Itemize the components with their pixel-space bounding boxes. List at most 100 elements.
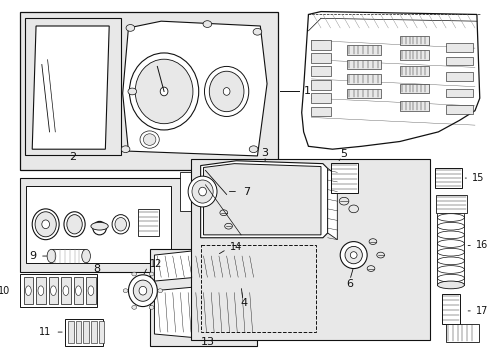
Ellipse shape xyxy=(340,242,366,269)
Ellipse shape xyxy=(64,212,85,237)
Ellipse shape xyxy=(209,71,244,112)
Ellipse shape xyxy=(121,146,130,153)
Ellipse shape xyxy=(67,215,82,234)
Ellipse shape xyxy=(143,134,156,145)
Bar xyxy=(346,74,380,84)
Ellipse shape xyxy=(50,286,56,296)
Polygon shape xyxy=(154,249,253,282)
Ellipse shape xyxy=(349,252,356,258)
Ellipse shape xyxy=(91,222,108,230)
Bar xyxy=(311,53,330,63)
Ellipse shape xyxy=(437,231,464,239)
Bar xyxy=(346,45,380,55)
Ellipse shape xyxy=(437,266,464,273)
Bar xyxy=(330,163,357,193)
Text: 10: 10 xyxy=(0,286,10,296)
Ellipse shape xyxy=(81,249,90,263)
Ellipse shape xyxy=(149,305,154,309)
Bar xyxy=(311,93,330,103)
Bar xyxy=(399,36,428,45)
Ellipse shape xyxy=(223,87,229,95)
Text: 17: 17 xyxy=(475,306,488,316)
Bar xyxy=(399,84,428,93)
Ellipse shape xyxy=(35,212,56,237)
Text: 11: 11 xyxy=(39,327,51,337)
Ellipse shape xyxy=(376,252,384,258)
Bar xyxy=(73,277,83,304)
Text: 8: 8 xyxy=(93,264,100,274)
Ellipse shape xyxy=(32,209,59,240)
Ellipse shape xyxy=(160,87,167,96)
Text: 4: 4 xyxy=(240,298,247,308)
Ellipse shape xyxy=(188,176,217,207)
Ellipse shape xyxy=(224,223,232,229)
Text: 7: 7 xyxy=(243,186,249,197)
Text: 16: 16 xyxy=(475,240,487,251)
Text: 9: 9 xyxy=(29,251,36,261)
Ellipse shape xyxy=(368,239,376,244)
Ellipse shape xyxy=(132,305,136,309)
Bar xyxy=(24,18,121,155)
Bar xyxy=(311,67,330,76)
Ellipse shape xyxy=(158,289,163,293)
Bar xyxy=(68,321,73,343)
Bar xyxy=(399,101,428,111)
Bar xyxy=(436,195,467,213)
Ellipse shape xyxy=(203,21,211,27)
Ellipse shape xyxy=(249,146,257,153)
Ellipse shape xyxy=(437,281,464,289)
Ellipse shape xyxy=(366,266,374,271)
Bar xyxy=(20,12,277,170)
Ellipse shape xyxy=(126,24,134,31)
Bar xyxy=(441,293,459,324)
Text: 13: 13 xyxy=(200,337,214,347)
Ellipse shape xyxy=(204,67,248,117)
Text: 5: 5 xyxy=(340,149,347,159)
Ellipse shape xyxy=(253,28,261,35)
Ellipse shape xyxy=(339,197,348,205)
Bar xyxy=(51,249,86,263)
Bar xyxy=(26,186,170,263)
Bar xyxy=(36,277,45,304)
Bar xyxy=(65,319,103,346)
Ellipse shape xyxy=(192,180,213,203)
Polygon shape xyxy=(154,286,253,339)
Bar xyxy=(23,277,33,304)
Bar xyxy=(445,43,472,52)
Bar xyxy=(86,277,96,304)
Ellipse shape xyxy=(25,286,31,296)
Polygon shape xyxy=(327,168,337,240)
Bar xyxy=(346,60,380,69)
Text: 12: 12 xyxy=(149,259,162,269)
Ellipse shape xyxy=(115,217,126,231)
Ellipse shape xyxy=(149,272,154,276)
Bar xyxy=(445,57,472,66)
Text: 3: 3 xyxy=(261,148,268,158)
Bar xyxy=(435,168,462,188)
Ellipse shape xyxy=(139,286,146,295)
Text: 6: 6 xyxy=(346,279,353,289)
Polygon shape xyxy=(32,26,109,149)
Ellipse shape xyxy=(42,220,49,229)
Ellipse shape xyxy=(38,286,43,296)
Bar xyxy=(445,89,472,97)
Polygon shape xyxy=(301,12,479,149)
Ellipse shape xyxy=(437,214,464,221)
Bar xyxy=(445,105,472,114)
Bar xyxy=(99,321,104,343)
Ellipse shape xyxy=(437,222,464,230)
Ellipse shape xyxy=(345,246,362,264)
Polygon shape xyxy=(200,161,327,238)
Bar xyxy=(20,178,226,273)
Text: 15: 15 xyxy=(471,173,484,183)
Bar xyxy=(200,246,316,332)
Bar xyxy=(311,80,330,90)
Bar xyxy=(138,209,159,236)
Bar xyxy=(91,321,97,343)
Ellipse shape xyxy=(123,289,128,293)
Text: 2: 2 xyxy=(69,152,76,162)
Ellipse shape xyxy=(220,210,227,216)
Ellipse shape xyxy=(135,59,193,124)
Ellipse shape xyxy=(75,286,81,296)
Text: 1: 1 xyxy=(303,86,310,96)
